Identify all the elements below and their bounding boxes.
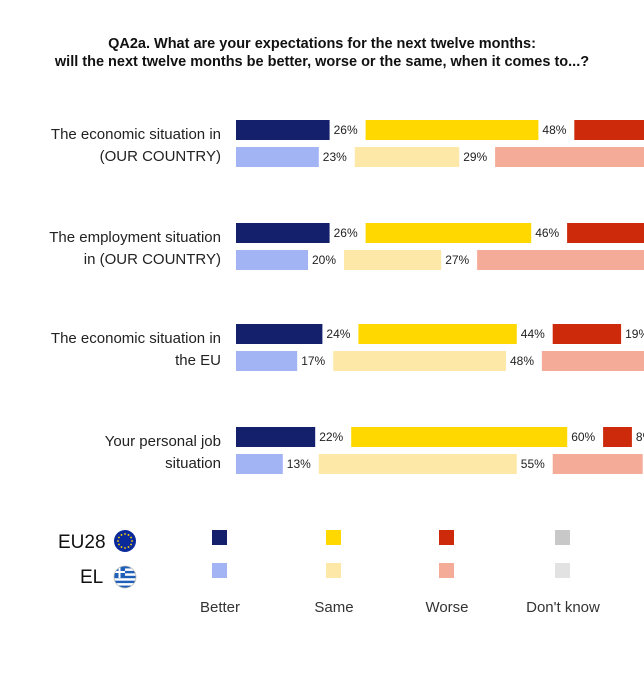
- eu-flag-star: [118, 543, 120, 546]
- legend-label-dont-know: Don't know: [526, 599, 600, 616]
- value-label: 55%: [521, 457, 545, 471]
- legend-el-dont-know-swatch: [555, 563, 570, 578]
- el-better-bar: [236, 454, 283, 474]
- value-label: 44%: [521, 327, 545, 341]
- value-label: 29%: [463, 150, 487, 164]
- category-label: the EU: [175, 352, 221, 369]
- value-label: 26%: [334, 226, 358, 240]
- eu-flag-star: [124, 547, 126, 549]
- el-same-bar: [318, 454, 517, 474]
- eu28-same-bar: [358, 324, 517, 344]
- el-worse-bar: [552, 454, 643, 474]
- value-label: 13%: [287, 457, 311, 471]
- eu-flag-icon: [114, 530, 136, 552]
- legend-eu28-better-swatch: [212, 530, 227, 545]
- eu-flag-star: [120, 546, 123, 548]
- eu28-better-bar: [236, 120, 330, 140]
- el-same-bar: [344, 250, 442, 270]
- eu28-same-bar: [351, 427, 568, 447]
- eu-flag-star: [117, 540, 119, 542]
- value-label: 60%: [571, 430, 595, 444]
- chart-title-line-2: will the next twelve months be better, w…: [54, 54, 589, 70]
- el-better-bar: [236, 351, 298, 371]
- eu-flag-star: [120, 534, 123, 536]
- value-label: 17%: [301, 354, 325, 368]
- eu-flag-star: [124, 533, 126, 535]
- legend-el-worse-swatch: [439, 563, 454, 578]
- eu-flag-star: [127, 546, 130, 548]
- eu28-worse-bar: [603, 427, 632, 447]
- eu-flag-star: [130, 536, 132, 539]
- value-label: 8%: [636, 430, 644, 444]
- eu-flag-star: [131, 540, 133, 542]
- legend-el-better-swatch: [212, 563, 227, 578]
- category-label: Your personal job: [105, 433, 221, 450]
- el-same-bar: [333, 351, 506, 371]
- el-same-bar: [354, 147, 460, 167]
- el-better-bar: [236, 250, 308, 270]
- legend-el-same-swatch: [326, 563, 341, 578]
- value-label: 48%: [510, 354, 534, 368]
- eu-flag-star: [130, 543, 132, 546]
- legend-label-better: Better: [200, 599, 240, 616]
- el-worse-bar: [495, 147, 644, 167]
- category-label: situation: [165, 455, 221, 472]
- value-label: 27%: [445, 253, 469, 267]
- value-label: 24%: [326, 327, 350, 341]
- eu28-same-bar: [365, 120, 539, 140]
- greek-flag-icon: [114, 566, 136, 588]
- legend-eu28-worse-swatch: [439, 530, 454, 545]
- legend-label-same: Same: [314, 599, 353, 616]
- value-label: 22%: [319, 430, 343, 444]
- chart-rows: The economic situation in (OUR COUNTRY) 26…: [49, 120, 644, 474]
- eu28-better-bar: [236, 427, 316, 447]
- category-label: (OUR COUNTRY): [100, 148, 221, 165]
- legend-eu28-dont-know-swatch: [555, 530, 570, 545]
- category-label: The employment situation: [49, 229, 221, 246]
- eu-flag-star: [127, 534, 130, 536]
- category-label: in (OUR COUNTRY): [84, 251, 221, 268]
- value-label: 19%: [625, 327, 644, 341]
- eu28-worse-bar: [574, 120, 644, 140]
- el-better-bar: [236, 147, 319, 167]
- eu28-better-bar: [236, 324, 323, 344]
- value-label: 20%: [312, 253, 336, 267]
- eu28-worse-bar: [567, 223, 644, 243]
- eu28-better-bar: [236, 223, 330, 243]
- value-label: 26%: [334, 123, 358, 137]
- category-label: The economic situation in: [51, 126, 221, 143]
- legend-series-eu28: EU28: [58, 532, 106, 553]
- el-worse-bar: [541, 351, 644, 371]
- el-worse-bar: [477, 250, 644, 270]
- legend-label-worse: Worse: [425, 599, 468, 616]
- chart-title-line-1: QA2a. What are your expectations for the…: [108, 36, 536, 52]
- value-label: 23%: [323, 150, 347, 164]
- category-label: The economic situation in: [51, 330, 221, 347]
- chart-legend: EU28 EL Better Same Worse Don't know: [58, 530, 600, 616]
- value-label: 46%: [535, 226, 559, 240]
- legend-eu28-same-swatch: [326, 530, 341, 545]
- legend-series-el: EL: [80, 567, 103, 588]
- eu28-same-bar: [365, 223, 532, 243]
- value-label: 48%: [542, 123, 566, 137]
- eu28-worse-bar: [552, 324, 622, 344]
- eu-flag-star: [118, 536, 120, 539]
